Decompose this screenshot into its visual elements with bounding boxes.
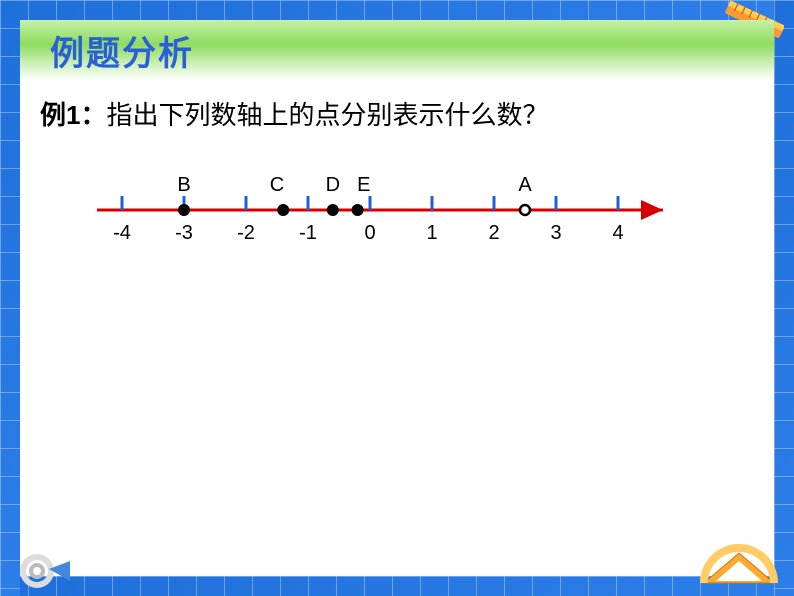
- number-line-svg: [70, 170, 690, 270]
- content-area: 例1：指出下列数轴上的点分别表示什么数？: [40, 95, 754, 137]
- tick-label: -3: [175, 222, 193, 245]
- spiral-deco-icon: [15, 551, 75, 591]
- point-label: E: [357, 174, 370, 197]
- point-label: A: [518, 174, 531, 197]
- tick-label: 3: [550, 222, 561, 245]
- tick-label: 2: [488, 222, 499, 245]
- tick-label: -4: [113, 222, 131, 245]
- problem-prefix: 例1：: [40, 100, 106, 130]
- tick-label: 0: [364, 222, 375, 245]
- point-label: D: [326, 174, 340, 197]
- header-banner: 例题分析: [20, 20, 774, 80]
- problem-text: 例1：指出下列数轴上的点分别表示什么数？: [40, 95, 754, 137]
- protractor-deco-icon: [694, 541, 784, 591]
- slide-frame: [0, 0, 794, 596]
- tick-label: -2: [237, 222, 255, 245]
- tick-label: 1: [426, 222, 437, 245]
- header-title: 例题分析: [50, 26, 194, 75]
- problem-body: 指出下列数轴上的点分别表示什么数？: [106, 100, 548, 130]
- point-label: C: [270, 174, 284, 197]
- tick-label: 4: [612, 222, 623, 245]
- number-line: -4 -3 -2 -1 0 1 2 3 4 B C DE A: [70, 170, 690, 270]
- tick-label: -1: [299, 222, 317, 245]
- point-label: B: [177, 174, 190, 197]
